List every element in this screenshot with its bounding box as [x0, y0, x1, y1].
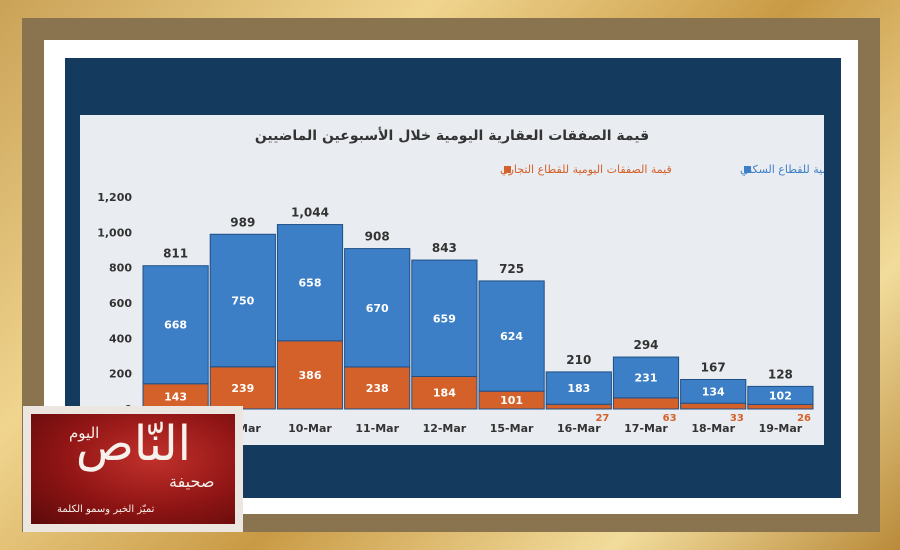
logo-top-text: اليوم [69, 424, 100, 442]
legend: قيمة الصفقات اليومية للقطاع التجاري قيمة … [500, 163, 824, 176]
y-tick-label: 800 [109, 262, 132, 275]
logo-mid-text: صحيفة [169, 472, 215, 491]
data-label-residential: 658 [299, 277, 322, 290]
logo-inner: اليوم النّاص صحيفة تميّز الخبر وسمو الكل… [31, 414, 235, 524]
chart-panel: قيمة الصفقات العقارية اليومية خلال الأسب… [80, 115, 824, 445]
data-label-residential: 668 [164, 319, 187, 332]
data-label-commercial: 184 [433, 387, 456, 400]
x-tick-label: 10-Mar [288, 422, 332, 435]
bar-residential [344, 248, 411, 368]
bar-residential [680, 378, 747, 404]
bar-commercial [411, 375, 478, 410]
data-label-commercial: 26 [797, 413, 811, 424]
data-label-total: 210 [566, 353, 591, 367]
data-label-total: 1,044 [291, 206, 329, 220]
bar-commercial [747, 403, 814, 410]
data-label-commercial: 27 [595, 413, 609, 424]
data-label-commercial: 63 [663, 413, 677, 424]
data-label-residential: 231 [635, 371, 658, 384]
data-label-total: 989 [230, 215, 255, 229]
data-label-commercial: 143 [164, 390, 187, 403]
data-label-commercial: 386 [299, 369, 322, 382]
x-tick-label: 19-Mar [759, 422, 803, 435]
legend-label: قيمة الصفقات اليومية للقطاع السكني [740, 163, 824, 176]
data-label-total: 167 [701, 360, 726, 374]
data-label-commercial: 239 [231, 382, 254, 395]
data-label-commercial: 33 [730, 413, 744, 424]
bar-residential [612, 356, 680, 399]
x-tick-label: 17-Mar [624, 422, 668, 435]
x-axis: 9-Mar9-Mar10-Mar11-Mar12-Mar15-Mar16-Mar… [158, 422, 803, 435]
data-label-residential: 624 [500, 330, 523, 343]
y-tick-label: 1,000 [97, 226, 132, 239]
bar-residential [411, 259, 478, 377]
bar-residential [478, 280, 545, 392]
bar-residential [545, 371, 612, 405]
data-label-total: 725 [499, 262, 524, 276]
bar-commercial [545, 403, 612, 410]
bar-residential [276, 224, 344, 342]
legend-label: قيمة الصفقات اليومية للقطاع التجاري [500, 163, 672, 176]
logo-big-text: النّاص [75, 416, 191, 472]
data-label-total: 128 [768, 367, 793, 381]
legend-swatch [744, 166, 751, 173]
chart: قيمة الصفقات العقارية اليومية خلال الأسب… [97, 127, 824, 435]
bar-commercial [344, 366, 411, 410]
data-label-residential: 183 [567, 382, 590, 395]
bar-commercial [276, 340, 344, 410]
y-tick-label: 400 [109, 332, 132, 345]
data-label-total: 811 [163, 247, 188, 261]
data-label-residential: 102 [769, 389, 792, 402]
data-label-residential: 670 [366, 302, 389, 315]
data-label-total: 294 [633, 338, 658, 352]
x-tick-label: 15-Mar [490, 422, 534, 435]
bar-commercial [680, 402, 747, 410]
x-tick-label: 18-Mar [691, 422, 735, 435]
y-tick-label: 600 [109, 297, 132, 310]
bar-residential [747, 385, 814, 405]
logo-tagline: تميّز الخبر وسمو الكلمة [57, 504, 155, 515]
x-tick-label: 11-Mar [355, 422, 399, 435]
bar-residential [209, 233, 276, 368]
data-label-commercial: 101 [500, 394, 523, 407]
legend-swatch [504, 166, 511, 173]
x-tick-label: 12-Mar [423, 422, 467, 435]
data-label-total: 843 [432, 241, 457, 255]
y-tick-label: 200 [109, 368, 132, 381]
bars: 668 143 811 750 239 989 658 386 1,044 670 238 908 65… [142, 206, 814, 424]
data-label-residential: 659 [433, 312, 456, 325]
data-label-commercial: 238 [366, 382, 389, 395]
y-tick-label: 1,200 [97, 191, 132, 204]
x-tick-label: 16-Mar [557, 422, 601, 435]
bar-commercial [612, 397, 680, 410]
chart-title: قيمة الصفقات العقارية اليومية خلال الأسب… [255, 127, 649, 144]
data-label-residential: 750 [231, 295, 254, 308]
data-label-residential: 134 [702, 385, 725, 398]
logo: اليوم النّاص صحيفة تميّز الخبر وسمو الكل… [23, 406, 243, 532]
data-label-total: 908 [365, 230, 390, 244]
bar-residential [142, 265, 209, 385]
